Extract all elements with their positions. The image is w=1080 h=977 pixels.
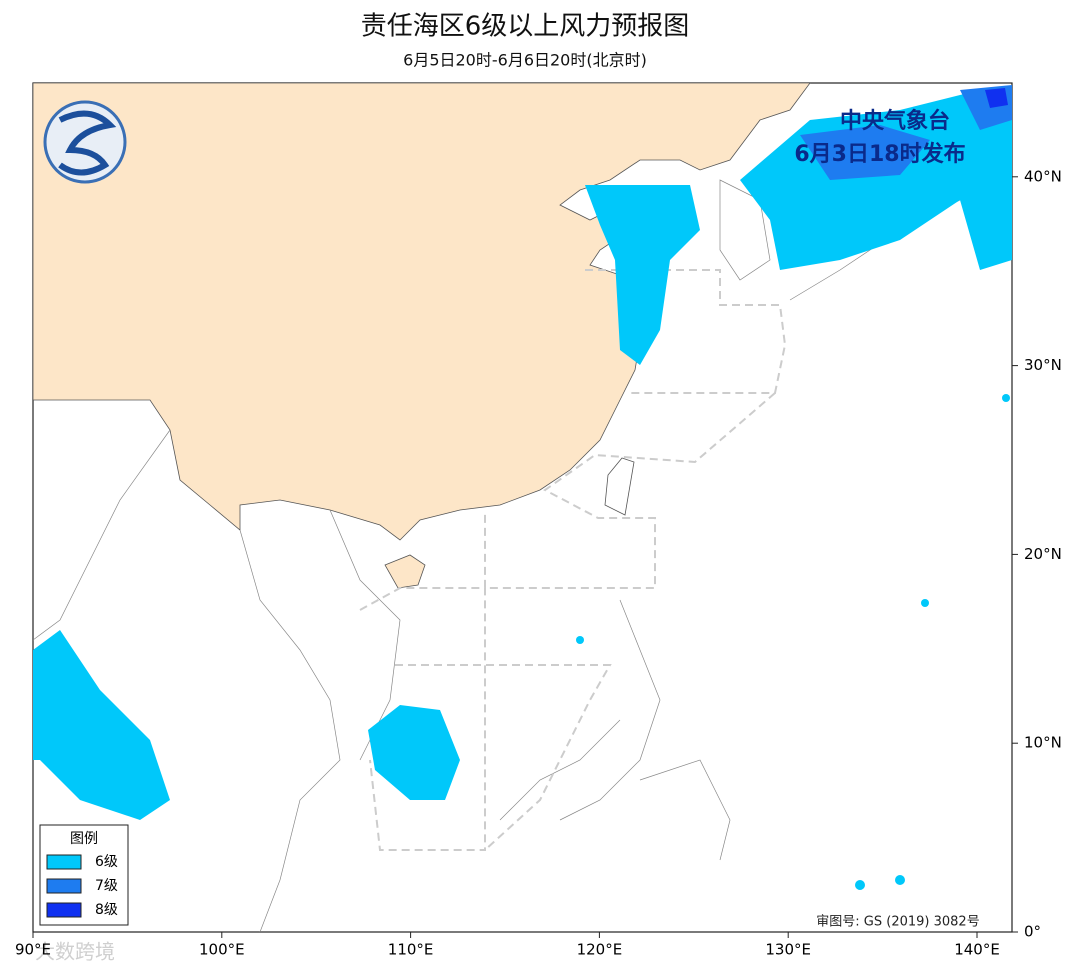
x-tick-label: 100°E [199,941,245,959]
legend-swatch [46,878,82,894]
legend-swatch [46,854,82,870]
y-tick-label: 10°N [1024,734,1062,752]
legend-swatch [46,902,82,918]
legend-label: 7级 [95,878,118,894]
title: 责任海区6级以上风力预报图 [361,12,690,42]
legend: 图例 6级 7级 8级 [39,824,129,926]
watermark: 大数跨境 [35,940,115,964]
y-tick-label: 0° [1024,923,1041,941]
legend-title: 图例 [70,831,98,847]
y-tick-label: 30°N [1024,356,1062,374]
legend-label: 8级 [95,902,118,918]
taiwan [604,457,635,516]
issuer-time: 6月3日18时发布 [794,141,965,167]
china-land [33,83,811,541]
axis-ticks: 90°E 100°E 110°E 120°E 130°E 140°E 0° 10°N 20°N 3… [15,167,1062,958]
footer: 审图号: GS (2019) 3082号 [816,915,979,930]
hainan [384,554,426,589]
x-tick-label: 90°E [15,941,51,959]
y-tick-label: 20°N [1024,545,1062,563]
issuer-name: 中央气象台 [840,108,950,134]
subtitle: 6月5日20时-6月6日20时(北京时) [403,51,647,70]
wind-8 [985,88,1008,108]
legend-label: 6级 [95,854,118,870]
y-tick-label: 40°N [1024,167,1062,185]
x-tick-label: 120°E [577,941,623,959]
x-tick-label: 140°E [954,941,1000,959]
logo [43,100,127,184]
x-tick-label: 130°E [765,941,811,959]
x-tick-label: 110°E [388,941,434,959]
map [32,82,1013,933]
